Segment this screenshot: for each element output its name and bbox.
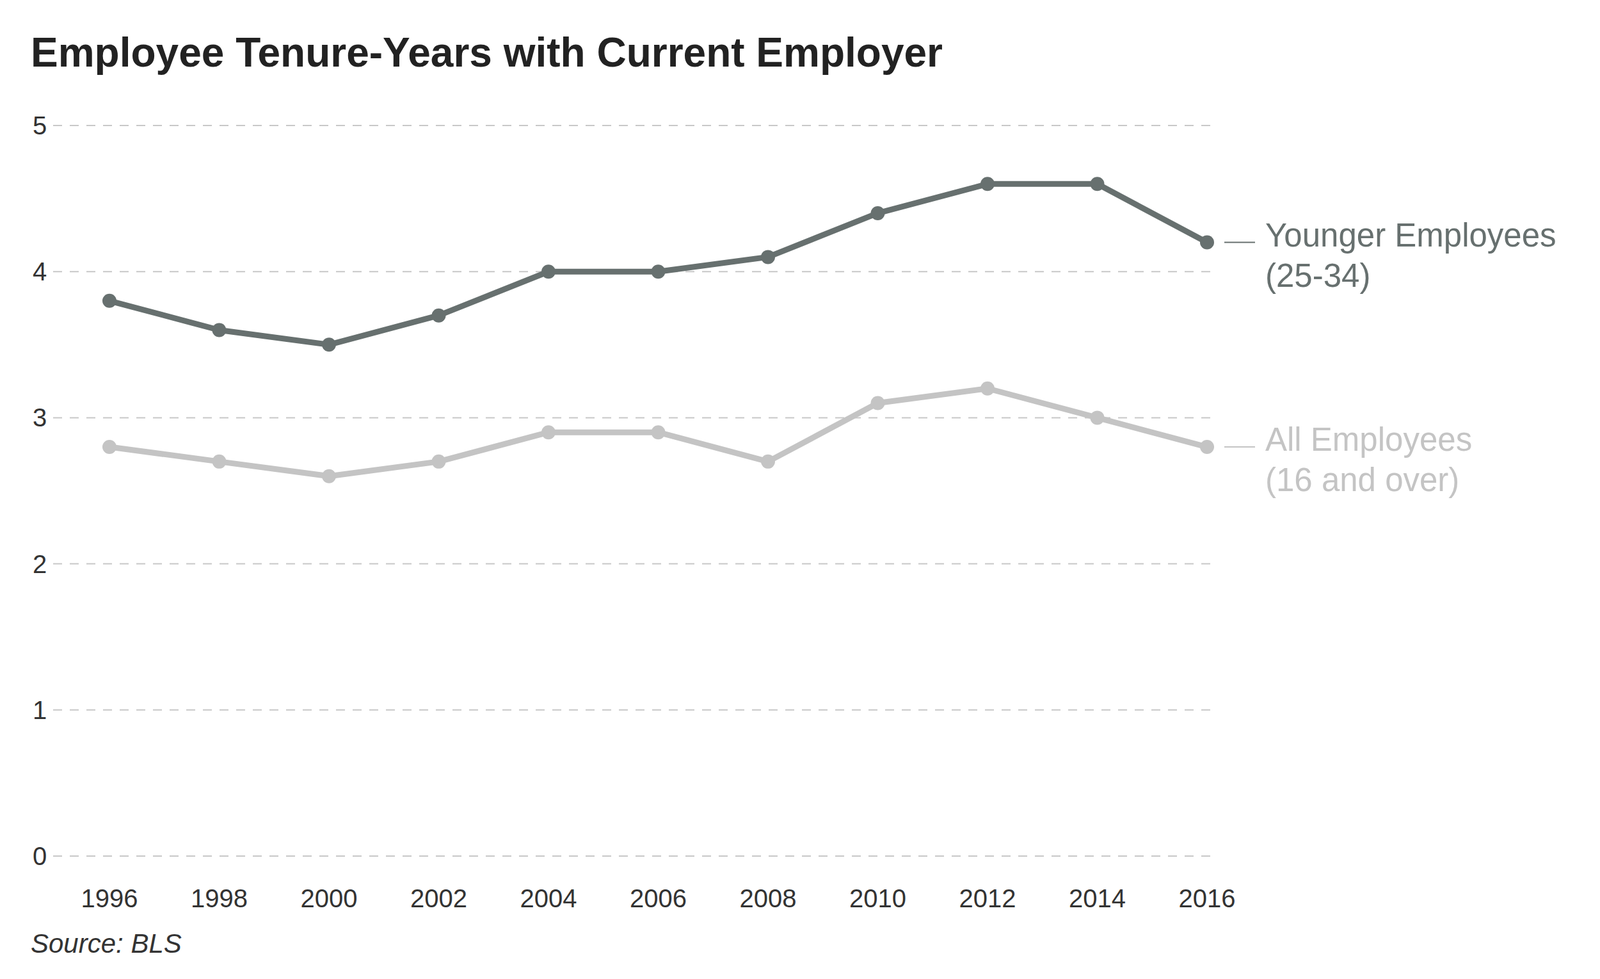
series-marker — [980, 381, 995, 396]
plot-area — [102, 176, 1215, 483]
series-marker — [212, 454, 227, 469]
grid-line — [53, 416, 1218, 418]
legend-label-line: Younger Employees — [1265, 216, 1557, 254]
series-marker — [1090, 410, 1105, 425]
grid-line — [53, 563, 1218, 565]
series-marker — [651, 424, 666, 440]
grid-line — [53, 124, 1218, 127]
legend-label: All Employees(16 and over) — [1265, 421, 1472, 498]
series-marker — [432, 454, 447, 469]
legend: Younger Employees(25-34) All Employees(16… — [1224, 216, 1557, 498]
y-axis: 0 1 2 3 4 5 — [32, 111, 1218, 870]
series-marker — [212, 322, 227, 337]
chart-title: Employee Tenure-Years with Current Emplo… — [30, 29, 943, 76]
source-note: Source: BLS — [30, 928, 182, 959]
series-marker — [1090, 176, 1105, 191]
series-marker — [1200, 439, 1215, 454]
series-marker — [541, 264, 556, 279]
legend-label: Younger Employees(25-34) — [1265, 216, 1557, 294]
x-tick-label: 2008 — [739, 883, 797, 912]
series-line — [109, 388, 1208, 477]
series-marker — [980, 176, 995, 191]
legend-connector — [1224, 241, 1256, 244]
x-tick-label: 2004 — [520, 883, 578, 912]
chart-svg: Employee Tenure-Years with Current Emplo… — [0, 0, 1600, 979]
series-marker — [760, 454, 776, 469]
chart-container: Employee Tenure-Years with Current Emplo… — [0, 0, 1600, 979]
series-marker — [651, 264, 666, 279]
y-tick-label: 3 — [32, 403, 47, 432]
x-tick-label: 2012 — [959, 883, 1017, 912]
legend-connector — [1224, 446, 1256, 448]
series-marker — [1200, 235, 1215, 250]
series-marker — [432, 308, 447, 323]
series-marker — [871, 396, 886, 411]
series-marker — [541, 424, 556, 440]
x-tick-label: 1996 — [81, 883, 139, 912]
y-tick-label: 5 — [32, 111, 47, 140]
y-tick-label: 0 — [32, 841, 47, 870]
series-marker — [871, 206, 886, 221]
x-tick-label: 1998 — [190, 883, 248, 912]
x-tick-label: 2000 — [300, 883, 358, 912]
grid-line — [53, 855, 1218, 857]
series-marker — [321, 469, 336, 484]
y-tick-label: 2 — [32, 549, 47, 578]
x-tick-label: 2002 — [410, 883, 468, 912]
x-axis: 1996 1998 2000 2002 2004 2006 2008 2010 2012 2014… — [81, 883, 1236, 912]
y-tick-label: 4 — [32, 257, 47, 286]
legend-label-line: (16 and over) — [1265, 461, 1460, 498]
legend-label-line: (25-34) — [1265, 257, 1371, 294]
series-marker — [321, 337, 336, 352]
grid-line — [53, 709, 1218, 711]
series-marker — [760, 249, 776, 264]
x-tick-label: 2016 — [1178, 883, 1236, 912]
series-marker — [102, 293, 117, 308]
x-tick-label: 2014 — [1068, 883, 1126, 912]
y-tick-label: 1 — [32, 695, 47, 724]
series-marker — [102, 439, 117, 454]
series-line — [109, 183, 1208, 345]
x-tick-label: 2006 — [629, 883, 687, 912]
x-tick-label: 2010 — [849, 883, 907, 912]
legend-label-line: All Employees — [1265, 421, 1472, 458]
